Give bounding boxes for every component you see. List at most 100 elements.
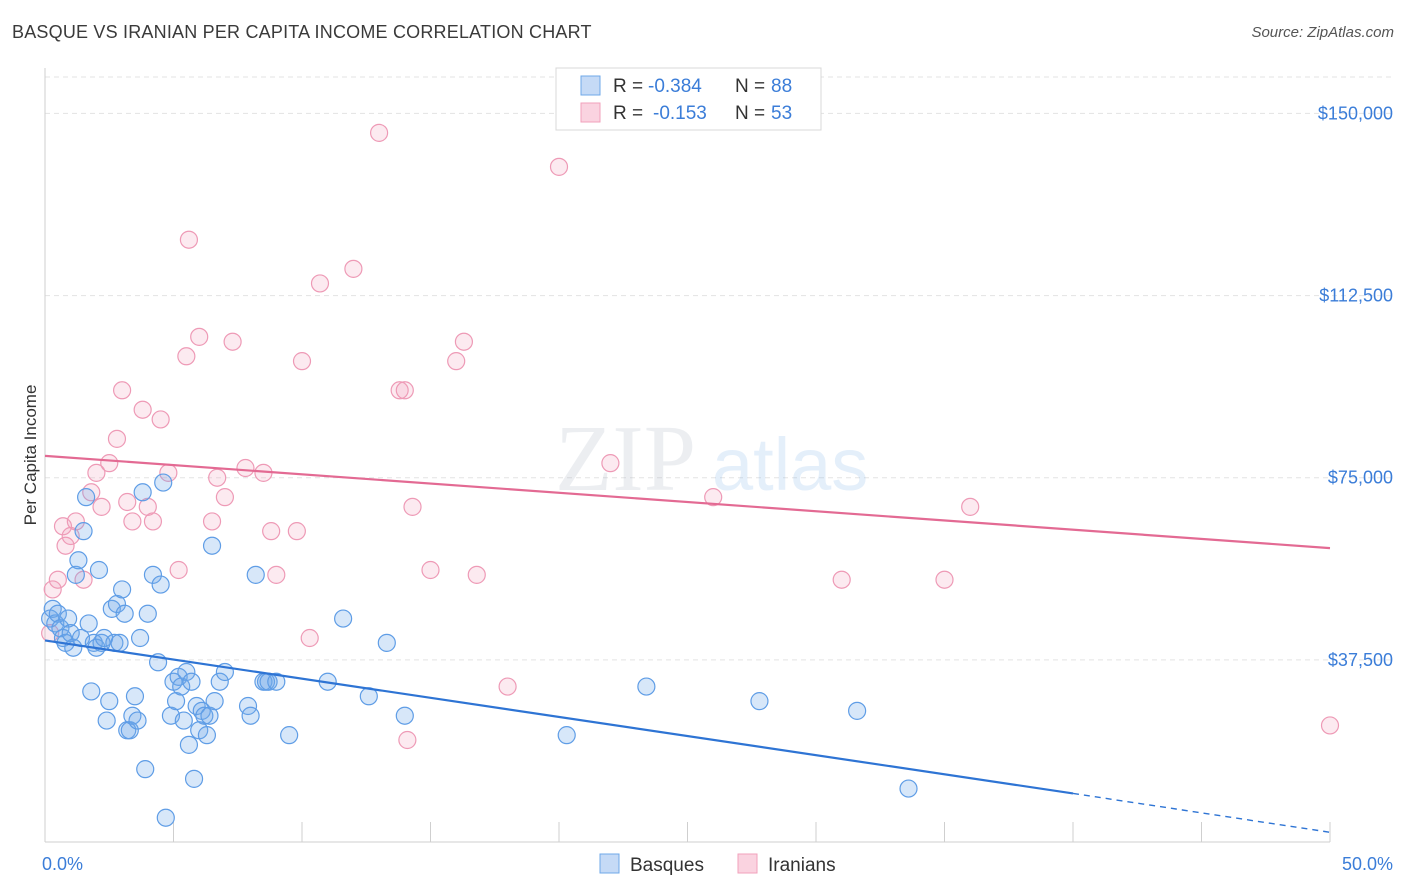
basques-point-19	[89, 560, 109, 580]
iranians-trend-line	[44, 454, 1331, 550]
y-tick-label-2: $112,500	[1319, 286, 1393, 306]
basques-point-27	[110, 633, 129, 652]
basques-point-31	[120, 721, 139, 740]
iranians-point-41	[398, 730, 417, 750]
trend-lines	[44, 454, 1331, 833]
basques-point-65	[241, 706, 260, 725]
iranians-point-49	[601, 454, 620, 473]
y-tick-label-1: $75,000	[1328, 468, 1393, 488]
iranians-point-8	[82, 483, 101, 502]
basques-point-22	[97, 711, 116, 730]
y-axis-title: Per Capita Income	[21, 385, 40, 526]
y-tick-label-3: $150,000	[1318, 103, 1393, 123]
source-label: Source: ZipAtlas.com	[1251, 24, 1394, 41]
basques-point-71	[280, 726, 299, 745]
iranians-point-53	[961, 497, 980, 516]
bottom-legend-swatch-iranians	[737, 853, 758, 874]
basques-point-8	[61, 624, 80, 643]
iranians-point-25	[202, 512, 222, 531]
iranians-point-51	[832, 570, 851, 589]
axes	[44, 68, 1331, 843]
iranians-point-26	[208, 468, 227, 487]
iranians-point-22	[177, 347, 196, 366]
basques-point-10	[66, 565, 85, 584]
legend-n-value-iranians: 53	[771, 103, 792, 124]
basques-point-78	[637, 677, 656, 696]
iranians-point-11	[100, 454, 119, 473]
iranians-point-13	[112, 381, 132, 400]
basques-point-70	[267, 672, 286, 691]
basques-point-28	[112, 580, 132, 599]
iranians-point-21	[169, 560, 188, 580]
x-tick-label-0: 0.0%	[42, 854, 83, 874]
iranians-point-47	[498, 677, 517, 696]
iranians-point-9	[87, 463, 106, 482]
x-tick-labels: 0.0% 50.0%	[42, 854, 1393, 874]
basques-point-80	[848, 701, 867, 720]
basques-point-58	[197, 726, 217, 745]
basques-point-76	[395, 706, 414, 725]
iranians-point-6	[66, 512, 85, 531]
iranians-point-24	[190, 327, 209, 346]
legend-n-value-basques: 88	[771, 76, 792, 97]
basques-point-62	[210, 672, 229, 691]
legend-n-label-basques: N =	[735, 76, 765, 97]
basques-trend-line	[44, 639, 1074, 795]
iranians-point-36	[310, 274, 330, 293]
iranians-point-54	[1320, 716, 1340, 735]
iranians-point-10	[92, 497, 111, 516]
basques-point-34	[128, 711, 147, 730]
iranians-point-33	[287, 522, 306, 541]
basques-point-32	[123, 706, 142, 725]
basques-point-14	[77, 488, 96, 507]
iranians-point-16	[133, 400, 152, 419]
basques-point-53	[184, 769, 204, 788]
chart-title: BASQUE VS IRANIAN PER CAPITA INCOME CORR…	[12, 22, 592, 42]
basques-point-3	[48, 604, 67, 623]
basques-point-66	[246, 565, 265, 584]
iranians-point-38	[370, 123, 389, 142]
basques-points	[41, 473, 918, 827]
iranians-point-18	[143, 512, 163, 531]
iranians-point-32	[267, 565, 286, 584]
bottom-legend-basques: Basques	[630, 855, 704, 876]
basques-point-35	[130, 628, 150, 648]
basques-point-50	[177, 662, 196, 682]
iranians-point-50	[704, 488, 723, 507]
iranians-point-45	[454, 332, 474, 351]
iranians-point-44	[447, 352, 466, 371]
legend-r-value-basques: -0.384	[648, 76, 702, 97]
legend-r-label-basques: R =	[613, 76, 643, 97]
iranians-point-19	[151, 410, 170, 429]
iranians-point-52	[935, 570, 954, 589]
legend-swatch-iranians	[580, 102, 601, 123]
watermark: ZIP atlas	[555, 407, 868, 511]
stats-legend: R = -0.384 N = 88 R = -0.153 N = 53	[555, 67, 822, 131]
iranians-point-12	[107, 429, 127, 448]
iranians-point-14	[118, 492, 137, 512]
basques-point-51	[179, 735, 199, 754]
watermark-zip: ZIP	[555, 407, 696, 511]
bottom-legend-iranians: Iranians	[768, 855, 836, 876]
iranians-point-34	[292, 352, 312, 371]
basques-point-41	[151, 575, 170, 594]
iranians-point-1	[43, 580, 62, 599]
legend-swatch-basques	[580, 75, 601, 96]
y-tick-label-0: $37,500	[1328, 650, 1393, 670]
basques-point-15	[79, 614, 98, 633]
basques-point-60	[202, 536, 222, 555]
iranians-point-43	[421, 560, 440, 580]
iranians-point-42	[403, 497, 422, 516]
iranians-point-40	[395, 381, 414, 400]
basques-point-7	[59, 609, 78, 628]
iranians-point-29	[236, 458, 255, 478]
basques-point-29	[115, 604, 134, 623]
basques-point-37	[136, 760, 155, 779]
basques-point-54	[187, 696, 206, 716]
legend-r-value-iranians: -0.153	[653, 103, 707, 124]
basques-point-33	[125, 687, 145, 706]
basques-point-11	[69, 551, 88, 570]
basques-point-43	[156, 808, 175, 827]
iranians-point-39	[390, 381, 409, 400]
iranians-points	[41, 123, 1340, 750]
